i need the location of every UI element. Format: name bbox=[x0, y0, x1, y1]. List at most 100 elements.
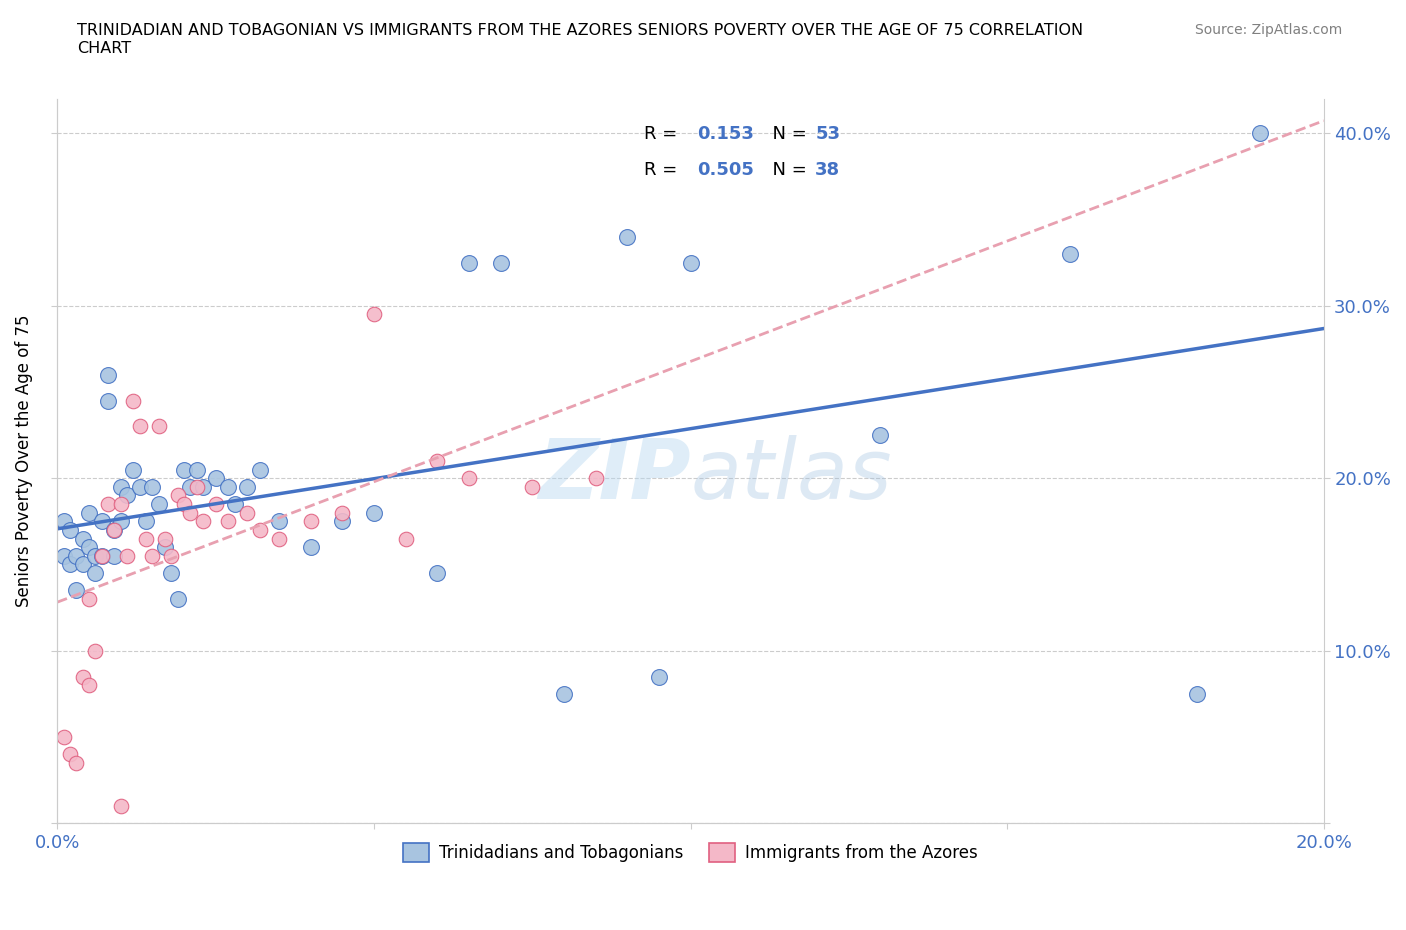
Point bbox=[217, 514, 239, 529]
Point bbox=[65, 583, 87, 598]
Point bbox=[191, 479, 214, 494]
Point bbox=[217, 479, 239, 494]
Point bbox=[236, 505, 259, 520]
Point bbox=[52, 549, 75, 564]
Text: TRINIDADIAN AND TOBAGONIAN VS IMMIGRANTS FROM THE AZORES SENIORS POVERTY OVER TH: TRINIDADIAN AND TOBAGONIAN VS IMMIGRANTS… bbox=[77, 23, 1084, 56]
Text: R =: R = bbox=[644, 162, 683, 179]
Point bbox=[122, 462, 145, 477]
Point bbox=[224, 497, 246, 512]
Point bbox=[115, 549, 138, 564]
Point bbox=[103, 523, 125, 538]
Point bbox=[90, 514, 112, 529]
Point bbox=[186, 462, 208, 477]
Point bbox=[648, 669, 671, 684]
Point bbox=[97, 367, 120, 382]
Point bbox=[77, 591, 100, 606]
Point bbox=[267, 531, 290, 546]
Point bbox=[84, 644, 107, 658]
Point bbox=[90, 549, 112, 564]
Point bbox=[426, 565, 449, 580]
Point bbox=[148, 497, 170, 512]
Point bbox=[90, 549, 112, 564]
Text: ZIP: ZIP bbox=[538, 435, 690, 516]
Point bbox=[457, 255, 479, 270]
Point bbox=[77, 539, 100, 554]
Text: 0.153: 0.153 bbox=[697, 126, 755, 143]
Text: atlas: atlas bbox=[690, 435, 893, 516]
Point bbox=[135, 531, 157, 546]
Point bbox=[110, 514, 132, 529]
Point bbox=[128, 479, 150, 494]
Point bbox=[426, 454, 449, 469]
Point bbox=[153, 539, 176, 554]
Point bbox=[363, 307, 385, 322]
Point bbox=[115, 488, 138, 503]
Point bbox=[186, 479, 208, 494]
Point bbox=[166, 488, 188, 503]
Point bbox=[52, 514, 75, 529]
Point bbox=[122, 393, 145, 408]
Point bbox=[77, 678, 100, 693]
Point bbox=[110, 497, 132, 512]
Point bbox=[97, 393, 120, 408]
Y-axis label: Seniors Poverty Over the Age of 75: Seniors Poverty Over the Age of 75 bbox=[15, 314, 32, 607]
Point bbox=[65, 755, 87, 770]
Point bbox=[1059, 246, 1081, 261]
Point bbox=[103, 549, 125, 564]
Point bbox=[1185, 686, 1208, 701]
Point bbox=[553, 686, 575, 701]
Point bbox=[299, 539, 322, 554]
Point bbox=[160, 565, 183, 580]
Point bbox=[394, 531, 416, 546]
Point bbox=[457, 471, 479, 485]
Point bbox=[103, 523, 125, 538]
Point bbox=[363, 505, 385, 520]
Point bbox=[97, 497, 120, 512]
Point bbox=[72, 669, 94, 684]
Point bbox=[249, 523, 271, 538]
Point bbox=[869, 428, 891, 443]
Point bbox=[173, 497, 195, 512]
Text: 53: 53 bbox=[815, 126, 841, 143]
Point bbox=[135, 514, 157, 529]
Point bbox=[173, 462, 195, 477]
Point bbox=[72, 531, 94, 546]
Point bbox=[59, 747, 82, 762]
Point bbox=[267, 514, 290, 529]
Point bbox=[72, 557, 94, 572]
Point bbox=[110, 799, 132, 814]
Point bbox=[166, 591, 188, 606]
Point bbox=[153, 531, 176, 546]
Point bbox=[616, 230, 638, 245]
Point bbox=[330, 505, 353, 520]
Text: 0.505: 0.505 bbox=[697, 162, 755, 179]
Point bbox=[585, 471, 607, 485]
Point bbox=[128, 419, 150, 434]
Point bbox=[330, 514, 353, 529]
Point bbox=[204, 497, 226, 512]
Text: R =: R = bbox=[644, 126, 683, 143]
Point bbox=[679, 255, 702, 270]
Point bbox=[1249, 126, 1271, 140]
Point bbox=[148, 419, 170, 434]
Point bbox=[77, 505, 100, 520]
Text: 38: 38 bbox=[815, 162, 841, 179]
Point bbox=[236, 479, 259, 494]
Text: N =: N = bbox=[761, 162, 813, 179]
Point bbox=[204, 471, 226, 485]
Point bbox=[160, 549, 183, 564]
Point bbox=[84, 565, 107, 580]
Point bbox=[59, 523, 82, 538]
Point bbox=[65, 549, 87, 564]
Text: N =: N = bbox=[761, 126, 813, 143]
Point bbox=[141, 479, 163, 494]
Point bbox=[110, 479, 132, 494]
Text: Source: ZipAtlas.com: Source: ZipAtlas.com bbox=[1195, 23, 1343, 37]
Point bbox=[52, 729, 75, 744]
Point bbox=[179, 479, 201, 494]
Point bbox=[59, 557, 82, 572]
Point bbox=[141, 549, 163, 564]
Point bbox=[522, 479, 544, 494]
Point bbox=[489, 255, 512, 270]
Point bbox=[179, 505, 201, 520]
